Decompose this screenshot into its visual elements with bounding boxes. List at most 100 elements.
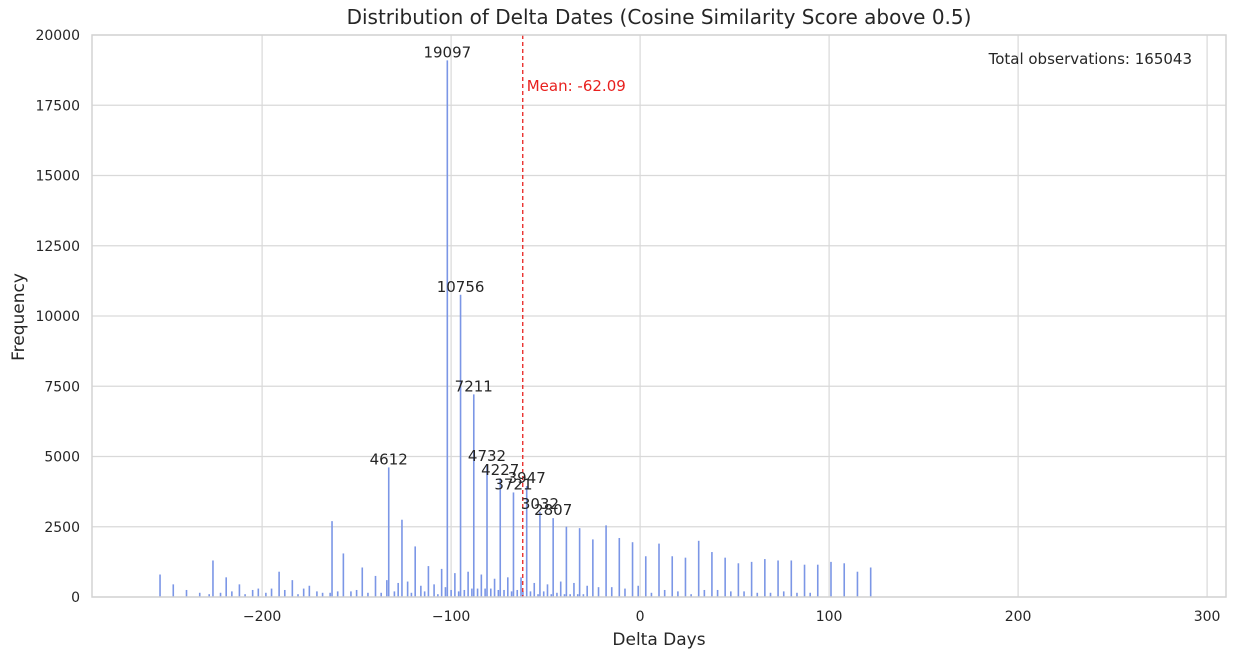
histogram-bar — [663, 589, 666, 597]
histogram-bar — [533, 582, 536, 597]
y-tick-label: 15000 — [35, 169, 80, 185]
histogram-bar — [690, 594, 692, 597]
histogram-bar — [565, 526, 568, 597]
histogram-bar — [550, 594, 553, 597]
histogram-bar — [576, 594, 579, 597]
histogram-bar — [208, 594, 210, 597]
histogram-bar — [329, 592, 331, 597]
histogram-bar — [489, 588, 492, 597]
histogram-bar — [737, 563, 740, 597]
histogram-bar — [316, 591, 318, 597]
histogram-bar — [856, 571, 859, 597]
histogram-bar — [380, 592, 382, 597]
histogram-bar — [750, 561, 753, 597]
x-tick-label: 300 — [1194, 609, 1221, 625]
histogram-bar — [684, 557, 687, 597]
histogram-bar — [480, 574, 483, 597]
histogram-bar — [361, 567, 364, 597]
histogram-bar — [387, 467, 390, 597]
histogram-bar — [198, 592, 201, 597]
histogram-bar — [336, 591, 339, 597]
histogram-bar — [507, 577, 509, 597]
histogram-bar — [401, 519, 403, 597]
chart-title: Distribution of Delta Dates (Cosine Simi… — [347, 5, 972, 29]
histogram-bar — [350, 591, 352, 597]
histogram-bar — [437, 594, 439, 597]
histogram-bar — [397, 582, 399, 597]
histogram-bar — [610, 587, 613, 597]
histogram-bar — [510, 591, 513, 597]
bar-value-label: 3947 — [508, 469, 546, 487]
histogram-bar — [393, 591, 396, 597]
histogram-bar — [257, 588, 260, 597]
histogram-bar — [743, 591, 745, 597]
histogram-bar — [597, 587, 600, 597]
bar-value-label: 2807 — [534, 501, 572, 519]
y-tick-label: 10000 — [35, 309, 80, 325]
histogram-bar — [283, 589, 286, 597]
histogram-bar — [414, 546, 416, 597]
y-tick-label: 0 — [71, 590, 80, 606]
histogram-bar — [542, 591, 545, 597]
histogram-bar — [782, 591, 785, 597]
histogram-bar — [427, 566, 430, 597]
histogram-bar — [212, 560, 214, 597]
histogram-bar — [278, 571, 280, 597]
histogram-bar — [467, 571, 469, 597]
histogram-bar — [463, 589, 466, 597]
mean-label: Mean: -62.09 — [527, 77, 626, 95]
bar-value-label: 4732 — [468, 447, 506, 465]
histogram-bar — [410, 592, 413, 597]
histogram-bar — [185, 589, 188, 597]
histogram-bar — [605, 525, 607, 597]
histogram-bar — [724, 557, 726, 597]
x-axis-label: Delta Days — [612, 630, 705, 650]
histogram-bar — [231, 591, 233, 597]
histogram-bar — [520, 577, 522, 597]
histogram-bar — [265, 592, 267, 597]
histogram-bar — [556, 592, 558, 597]
histogram-bar — [251, 589, 254, 597]
histogram-bar — [503, 589, 505, 597]
histogram-bar — [529, 591, 532, 597]
histogram-bar — [484, 588, 486, 597]
histogram-bar — [578, 528, 581, 597]
histogram-bar — [367, 592, 369, 597]
histogram-bar — [803, 564, 806, 597]
histogram-bar — [671, 556, 674, 597]
histogram-bar — [244, 594, 246, 597]
histogram-bar — [869, 567, 872, 597]
histogram-bar — [471, 588, 473, 597]
histogram-bar — [539, 511, 541, 597]
histogram-bar — [433, 584, 435, 597]
histogram-bar — [302, 588, 305, 597]
histogram-bar — [238, 584, 241, 597]
plot-frame — [91, 34, 1227, 598]
histogram-bar — [624, 588, 626, 597]
histogram-bar — [459, 294, 462, 597]
y-tick-label: 2500 — [44, 520, 80, 536]
histogram-bar — [650, 592, 653, 597]
bar-value-label: 4612 — [370, 450, 408, 468]
histogram-bar — [446, 60, 449, 598]
histogram-bar — [777, 560, 779, 597]
bar-value-label: 3721 — [494, 475, 532, 493]
histogram-bar — [537, 594, 539, 597]
x-tick-label: −200 — [243, 609, 281, 625]
histogram-bar — [516, 589, 519, 597]
histogram-bar — [493, 578, 496, 597]
bar-value-label: 19097 — [423, 43, 471, 61]
histogram-bar — [644, 556, 647, 597]
histogram-bar — [499, 478, 502, 597]
histogram-bar — [830, 561, 832, 597]
y-tick-label: 17500 — [35, 98, 80, 114]
histogram-bar — [225, 577, 227, 597]
histogram-bar — [730, 591, 732, 597]
histogram-bar — [444, 587, 447, 597]
y-axis-label: Frequency — [9, 273, 29, 361]
histogram-bar — [658, 543, 660, 597]
histogram-bar — [497, 589, 500, 597]
bar-value-label: 3032 — [521, 495, 559, 513]
y-tick-label: 5000 — [44, 450, 80, 466]
